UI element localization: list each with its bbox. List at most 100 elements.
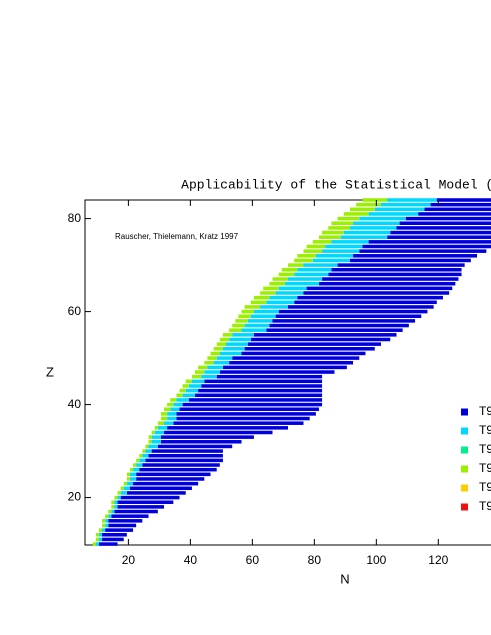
nuclide-row xyxy=(114,509,158,514)
nuclide-row xyxy=(328,226,350,230)
nuclide-row xyxy=(349,226,397,230)
nuclide-row xyxy=(95,537,99,542)
nuclide-row xyxy=(179,407,319,411)
nuclide-row xyxy=(253,333,397,337)
nuclide-row xyxy=(260,305,288,309)
nuclide-row xyxy=(114,505,118,509)
nuclide-row xyxy=(160,435,254,439)
nuclide-row xyxy=(136,472,211,477)
nuclide-row xyxy=(151,430,155,435)
nuclide-row xyxy=(167,412,177,416)
nuclide-row xyxy=(111,514,149,518)
annotation: Rauscher, Thielemann, Kratz 1997 xyxy=(115,232,239,241)
nuclide-row xyxy=(232,333,254,337)
nuclide-row xyxy=(238,314,251,319)
nuclide-row xyxy=(117,495,121,500)
legend-swatch xyxy=(461,503,468,511)
nuclide-row xyxy=(142,453,149,458)
nuclide-row xyxy=(312,258,350,263)
nuclide-row xyxy=(232,356,360,360)
nuclide-row xyxy=(362,244,491,249)
nuclide-row xyxy=(142,449,146,453)
nuclide-row xyxy=(303,249,323,253)
nuclide-row xyxy=(204,379,323,384)
nuclide-row xyxy=(266,300,295,305)
nuclide-row xyxy=(129,467,134,472)
legend-swatch xyxy=(461,446,468,454)
nuclide-row xyxy=(102,528,106,532)
nuclide-row xyxy=(343,212,369,216)
nuclide-row xyxy=(263,286,279,291)
nuclide-row xyxy=(294,258,313,263)
nuclide-row xyxy=(120,495,180,500)
nuclide-row xyxy=(111,500,115,504)
plot-frame xyxy=(84,199,491,546)
nuclide-row xyxy=(284,281,319,286)
nuclide-row xyxy=(297,267,332,272)
nuclide-row xyxy=(105,514,109,518)
nuclide-row xyxy=(216,342,227,346)
nuclide-row xyxy=(399,221,491,226)
nuclide-row xyxy=(108,519,143,523)
y-axis-label: Z xyxy=(46,364,54,379)
chart-title: Applicability of the Statistical Model (… xyxy=(181,177,491,192)
nuclide-row xyxy=(396,226,491,230)
nuclide-row xyxy=(145,444,149,449)
x-tick-label: 40 xyxy=(184,553,198,567)
nuclide-row xyxy=(322,249,360,253)
nuclide-row xyxy=(148,453,223,458)
nuclide-row xyxy=(222,333,233,337)
nuclide-row xyxy=(173,402,183,407)
nuclide-row xyxy=(213,347,223,351)
nuclide-row xyxy=(145,458,223,463)
nuclide-row xyxy=(219,370,335,374)
y-tick-label: 80 xyxy=(68,211,82,225)
nuclide-row xyxy=(111,505,115,509)
nuclide-row xyxy=(170,398,177,402)
nuclide-row xyxy=(322,230,344,235)
nuclide-row xyxy=(253,295,270,300)
nuclide-row xyxy=(95,542,99,546)
nuclide-row xyxy=(176,393,183,398)
nuclide-row xyxy=(129,486,192,491)
nuclide-row xyxy=(95,533,99,537)
nuclide-row xyxy=(216,356,233,360)
nuclide-row xyxy=(250,300,267,305)
nuclide-row xyxy=(185,379,192,384)
nuclide-row xyxy=(359,249,487,253)
nuclide-row xyxy=(139,458,146,463)
nuclide-row xyxy=(136,463,143,467)
nuclide-row xyxy=(182,384,189,388)
nuclide-row xyxy=(117,505,165,509)
nuclide-row xyxy=(98,533,103,537)
nuclide-row xyxy=(117,500,174,504)
nuclide-row xyxy=(269,323,409,328)
nuclide-row xyxy=(266,328,403,332)
nuclide-row xyxy=(188,384,202,388)
nuclide-row xyxy=(343,230,391,235)
nuclide-row xyxy=(368,212,419,216)
nuclide-row xyxy=(151,440,161,444)
nuclide-row xyxy=(315,254,354,258)
nuclide-row xyxy=(219,337,230,342)
nuclide-row xyxy=(281,267,298,272)
nuclide-row xyxy=(337,263,465,267)
nuclide-row xyxy=(294,272,329,277)
nuclide-row xyxy=(325,244,363,249)
nuclide-row xyxy=(126,481,134,486)
nuclide-row xyxy=(201,374,217,379)
nuclide-row xyxy=(331,267,462,272)
nuclide-row xyxy=(142,463,220,467)
nuclide-row xyxy=(328,272,462,277)
nuclide-row xyxy=(374,207,425,212)
nuclide-row xyxy=(185,388,199,393)
x-tick-label: 100 xyxy=(366,553,386,567)
nuclide-row xyxy=(126,477,130,481)
nuclide-row xyxy=(133,467,140,472)
nuclide-row xyxy=(102,537,124,542)
y-tick-label: 60 xyxy=(68,304,82,318)
nuclide-row xyxy=(157,426,168,430)
nuclide-row xyxy=(173,421,304,425)
nuclide-row xyxy=(210,351,220,356)
